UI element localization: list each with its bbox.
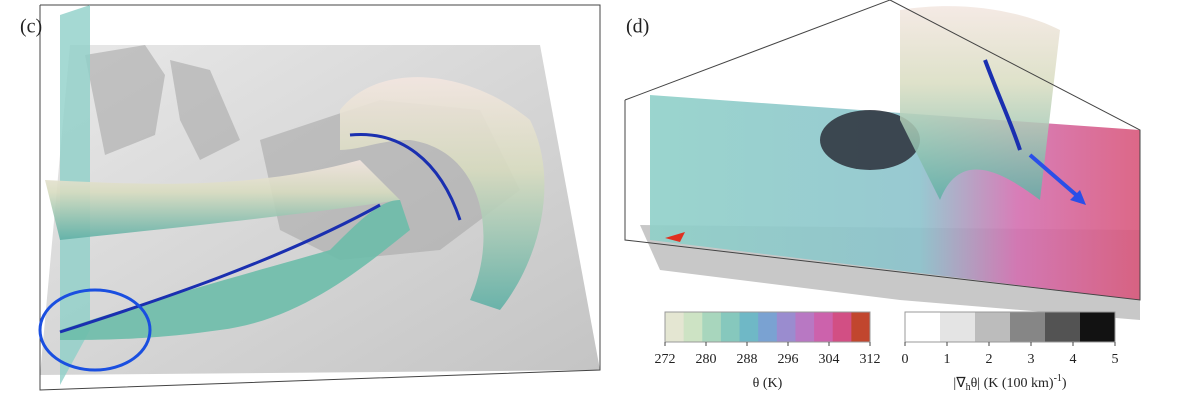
- swatch: [758, 312, 778, 342]
- box: [39, 4, 601, 391]
- box: [624, 0, 1141, 301]
- colorbar-frame: [904, 311, 1116, 343]
- arrow-head: [1070, 190, 1086, 205]
- tube: [45, 160, 400, 240]
- swatch: [1080, 312, 1116, 342]
- tick-label: 288: [737, 352, 758, 367]
- swatch: [683, 312, 703, 342]
- swatch: [776, 312, 796, 342]
- tick-label: 0: [902, 352, 909, 367]
- panel-label: (c): [20, 16, 42, 38]
- front: [59, 132, 462, 334]
- label-part: ): [1062, 376, 1067, 391]
- tick-label: 272: [655, 352, 676, 367]
- land: [85, 45, 520, 260]
- front: [983, 59, 1022, 151]
- tick-label: 2: [986, 352, 993, 367]
- label-part: |∇: [953, 376, 966, 391]
- tube: [60, 200, 410, 340]
- swatch: [940, 312, 976, 342]
- swatch: [814, 312, 834, 342]
- label-part: -1: [1054, 373, 1062, 384]
- label-part: h: [966, 382, 971, 393]
- panel-d: (d): [624, 0, 1141, 320]
- swatch: [665, 312, 685, 342]
- swatch: [1045, 312, 1081, 342]
- tick-label: 312: [860, 352, 881, 367]
- swatch: [702, 312, 722, 342]
- swatch: [975, 312, 1011, 342]
- tick-label: 1: [944, 352, 951, 367]
- colorbar-label: θ (K): [753, 376, 783, 391]
- tick-label: 296: [778, 352, 799, 367]
- swatch: [720, 312, 741, 342]
- colorbars: 272 280 288 296 304 312 θ (K) 0 1 2 3 4 5 |∇hθ| (K (1…: [655, 311, 1119, 393]
- swatch: [851, 312, 871, 342]
- colorbar-frame: [664, 311, 871, 343]
- swatch: [1010, 312, 1046, 342]
- highlight-circle: [38, 288, 152, 372]
- panel-c: (c): [20, 4, 601, 391]
- tick-label: 5: [1112, 352, 1119, 367]
- swatch: [739, 312, 759, 342]
- tick-label: 3: [1028, 352, 1035, 367]
- tube: [340, 77, 545, 310]
- colorbar-label: |∇hθ| (K (100 km)-1): [953, 373, 1067, 393]
- swatch: [832, 312, 852, 342]
- marker: [665, 232, 685, 242]
- arrow: [1028, 153, 1084, 202]
- swatch: [905, 312, 941, 342]
- label-part: θ| (K (100 km): [971, 376, 1054, 391]
- panel-label: (d): [626, 16, 649, 38]
- tick-label: 304: [819, 352, 840, 367]
- gradient-blob: [820, 110, 920, 170]
- tick-label: 280: [696, 352, 717, 367]
- swatch: [795, 312, 815, 342]
- tick-label: 4: [1070, 352, 1077, 367]
- tube: [900, 6, 1060, 201]
